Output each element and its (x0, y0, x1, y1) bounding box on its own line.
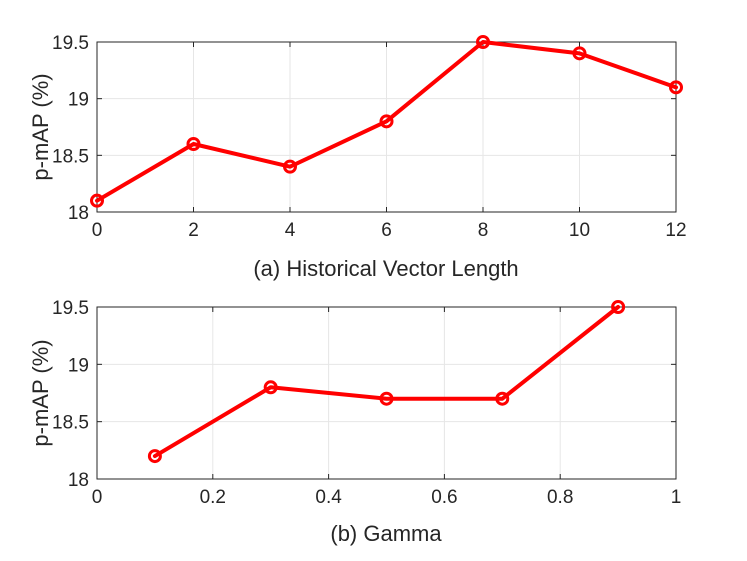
x-tick-label-a-4: 8 (478, 220, 489, 241)
series-line-b-0 (152, 305, 621, 459)
x-axis-label-b: (b) Gamma (330, 521, 442, 546)
x-tick-label-a-2: 4 (285, 220, 296, 241)
x-tick-label-b-1: 0.2 (200, 487, 226, 508)
x-tick-label-a-1: 2 (188, 220, 199, 241)
data-point-b-3 (495, 391, 510, 406)
series-line-a-0 (95, 40, 678, 203)
x-tick-label-b-2: 0.4 (315, 487, 342, 508)
y-axis-label-a: p-mAP (%) (28, 73, 53, 180)
data-point-a-1 (186, 137, 201, 151)
chart-panel-a: p-mAP (%) (a) Historical Vector Length 0… (28, 33, 687, 281)
x-tick-label-a-5: 10 (569, 220, 590, 241)
x-tick-label-b-3: 0.6 (431, 487, 457, 508)
data-point-b-2 (379, 391, 394, 406)
plot-area-b (96, 306, 677, 480)
y-tick-label-a-0: 18 (68, 203, 89, 224)
data-point-a-4 (476, 35, 490, 49)
data-point-a-3 (379, 114, 394, 129)
data-point-a-6 (669, 80, 683, 95)
x-tick-label-a-3: 6 (381, 220, 392, 241)
x-axis-label-a: (a) Historical Vector Length (253, 256, 518, 281)
data-point-a-0 (90, 193, 104, 208)
y-tick-label-b-2: 19 (68, 355, 89, 376)
x-tick-label-b-5: 1 (671, 487, 682, 508)
y-tick-label-a-2: 19 (68, 90, 89, 111)
y-tick-label-a-1: 18.5 (52, 146, 89, 167)
x-tick-label-b-0: 0 (92, 487, 103, 508)
x-tick-label-a-6: 12 (665, 220, 686, 241)
y-tick-label-b-3: 19.5 (52, 298, 89, 319)
data-point-a-5 (572, 46, 587, 61)
y-axis-label-b: p-mAP (%) (28, 339, 53, 446)
data-point-b-4 (611, 300, 626, 314)
x-tick-label-a-0: 0 (92, 220, 103, 241)
data-point-a-2 (283, 159, 297, 174)
data-point-b-0 (147, 449, 162, 464)
y-tick-label-b-0: 18 (68, 470, 89, 491)
data-point-b-1 (263, 380, 278, 395)
y-tick-label-b-1: 18.5 (52, 413, 89, 434)
y-tick-label-a-3: 19.5 (52, 33, 89, 54)
x-tick-label-b-4: 0.8 (547, 487, 573, 508)
chart-panel-b: p-mAP (%) (b) Gamma 0 0.2 0.4 0.6 0.8 1 18 18.5… (28, 298, 681, 546)
